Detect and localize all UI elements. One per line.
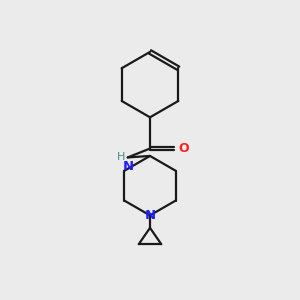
Text: H: H (117, 152, 125, 162)
Text: N: N (123, 160, 134, 173)
Text: N: N (144, 209, 156, 222)
Text: O: O (178, 142, 189, 155)
